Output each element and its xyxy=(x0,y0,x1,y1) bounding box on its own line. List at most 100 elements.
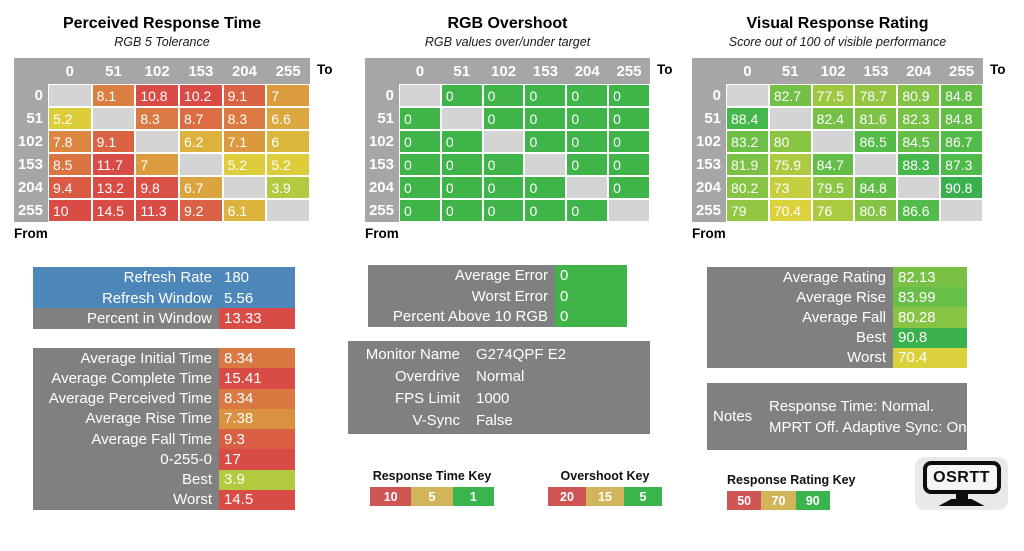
response-time-key: Response Time Key 10 5 1 xyxy=(370,469,494,506)
heatmap-cell: 88.4 xyxy=(726,107,769,130)
heatmap-cell: 0 xyxy=(566,199,609,222)
heatmap-cell: 76 xyxy=(811,199,855,222)
col-header-cell: 204 xyxy=(897,58,941,84)
stat-label: Worst xyxy=(173,491,212,509)
row-header-cell: 255 xyxy=(692,199,726,222)
heatmap-blank-cell xyxy=(222,176,267,199)
overshoot-key: Overshoot Key 20 15 5 xyxy=(548,469,662,506)
heatmap-cell: 0 xyxy=(482,199,525,222)
row-header-cell: 204 xyxy=(365,176,399,199)
corner-cell xyxy=(14,58,48,84)
table-title: Perceived Response Time xyxy=(62,15,262,32)
key-bar: 10 5 1 xyxy=(370,487,494,506)
heatmap-cell: 80 xyxy=(768,130,812,153)
heatmap-blank-cell xyxy=(524,153,567,176)
col-header-cell: 0 xyxy=(399,58,441,84)
heatmap-cell: 7.8 xyxy=(48,130,92,153)
heatmap-cell: 86.7 xyxy=(940,130,983,153)
heatmap-cell: 84.5 xyxy=(897,130,941,153)
stat-value: 3.9 xyxy=(219,469,295,490)
row-header-cell: 102 xyxy=(14,130,48,153)
heatmap-cell: 0 xyxy=(399,107,441,130)
col-header-cell: 153 xyxy=(179,58,223,84)
stat-row: Average Rise 83.99 xyxy=(707,287,967,308)
stat-row: Refresh Window 5.56 xyxy=(33,287,295,309)
table-title: Visual Response Rating xyxy=(746,15,929,32)
monitor-stand-neck xyxy=(955,494,968,499)
stat-row: 0-255-0 17 xyxy=(33,449,295,470)
row-header-cell: 153 xyxy=(692,153,726,176)
stat-label: Worst Error xyxy=(471,287,548,305)
stat-value: False xyxy=(476,411,513,429)
stat-row: Worst 14.5 xyxy=(33,489,295,510)
row-header-cell: 51 xyxy=(692,107,726,130)
stat-value: 180 xyxy=(224,268,250,286)
stat-row: Percent Above 10 RGB 0 xyxy=(368,306,627,328)
heatmap-cell: 0 xyxy=(608,130,650,153)
key-segment: 10 xyxy=(370,487,412,506)
key-segment: 20 xyxy=(548,487,586,506)
heatmap-cell: 84.7 xyxy=(811,153,855,176)
heatmap-cell: 7 xyxy=(135,153,179,176)
stat-label: V-Sync xyxy=(412,411,460,429)
visual-response-rating-table: Visual Response Rating Score out of 100 … xyxy=(692,14,1006,241)
stat-label: Average Rise xyxy=(796,288,886,306)
table-title: RGB Overshoot xyxy=(447,15,568,32)
stat-value: 8.34 xyxy=(219,348,295,369)
row-header-cell: 204 xyxy=(14,176,48,199)
heatmap-blank-cell xyxy=(811,130,855,153)
heatmap-blank-cell xyxy=(179,153,223,176)
overshoot-stats-box: Average Error 0 Worst Error 0 Percent Above … xyxy=(368,265,627,328)
stat-label: Monitor Name xyxy=(365,346,460,364)
heatmap-cell: 9.2 xyxy=(179,199,223,222)
heatmap-cell: 6 xyxy=(266,130,310,153)
heatmap-cell: 78.7 xyxy=(854,84,898,107)
key-title: Response Rating Key xyxy=(727,473,856,487)
stat-label: Refresh Rate xyxy=(123,268,212,286)
heatmap-blank-cell xyxy=(440,107,483,130)
heatmap-blank-cell xyxy=(399,84,441,107)
notes-text: Response Time: Normal. MPRT Off. Adaptiv… xyxy=(769,397,967,436)
stat-value: 1000 xyxy=(476,389,510,407)
row-header-cell: 255 xyxy=(14,199,48,222)
col-header-cell: 153 xyxy=(524,58,567,84)
stat-value: 9.3 xyxy=(219,429,295,450)
row-header-cell: 102 xyxy=(365,130,399,153)
stat-value: 5.56 xyxy=(224,289,254,307)
stat-value: 70.4 xyxy=(893,347,967,369)
heatmap-blank-cell xyxy=(854,153,898,176)
to-axis-label: To xyxy=(657,62,673,77)
heatmap-cell: 7 xyxy=(266,84,310,107)
key-segment: 50 xyxy=(727,491,762,510)
heatmap-cell: 0 xyxy=(608,153,650,176)
heatmap-cell: 0 xyxy=(524,199,567,222)
key-title: Overshoot Key xyxy=(560,469,650,483)
heatmap-blank-cell xyxy=(726,84,769,107)
heatmap-cell: 0 xyxy=(440,199,483,222)
stat-row: V-Sync False xyxy=(348,409,650,431)
response-time-stats-box: Average Initial Time 8.34 Average Complete… xyxy=(33,348,295,510)
col-header-cell: 204 xyxy=(566,58,609,84)
stat-row: FPS Limit 1000 xyxy=(348,388,650,410)
stat-value: 13.33 xyxy=(219,308,295,330)
stat-label: Average Perceived Time xyxy=(48,390,212,408)
heatmap-grid: 0 51 102 153 204 255 0 8.1 10.8 10.2 9.1 7 51 5.2 8.3 8… xyxy=(14,58,310,222)
heatmap-cell: 84.8 xyxy=(940,84,983,107)
stat-label: Average Complete Time xyxy=(51,369,212,387)
heatmap-cell: 82.3 xyxy=(897,107,941,130)
row-header-cell: 0 xyxy=(365,84,399,107)
col-header-cell: 102 xyxy=(482,58,525,84)
to-axis-label: To xyxy=(990,62,1006,77)
heatmap-cell: 0 xyxy=(440,84,483,107)
heatmap-blank-cell xyxy=(768,107,812,130)
from-axis-label: From xyxy=(692,226,726,241)
heatmap-cell: 86.6 xyxy=(897,199,941,222)
stat-value: 82.13 xyxy=(893,267,967,288)
heatmap-cell: 6.2 xyxy=(179,130,223,153)
heatmap-cell: 0 xyxy=(482,84,525,107)
stat-row: Average Rating 82.13 xyxy=(707,267,967,288)
heatmap-cell: 9.8 xyxy=(135,176,179,199)
stat-value: 0 xyxy=(555,265,627,286)
stat-row: Average Error 0 xyxy=(368,265,627,286)
col-header-cell: 51 xyxy=(768,58,812,84)
